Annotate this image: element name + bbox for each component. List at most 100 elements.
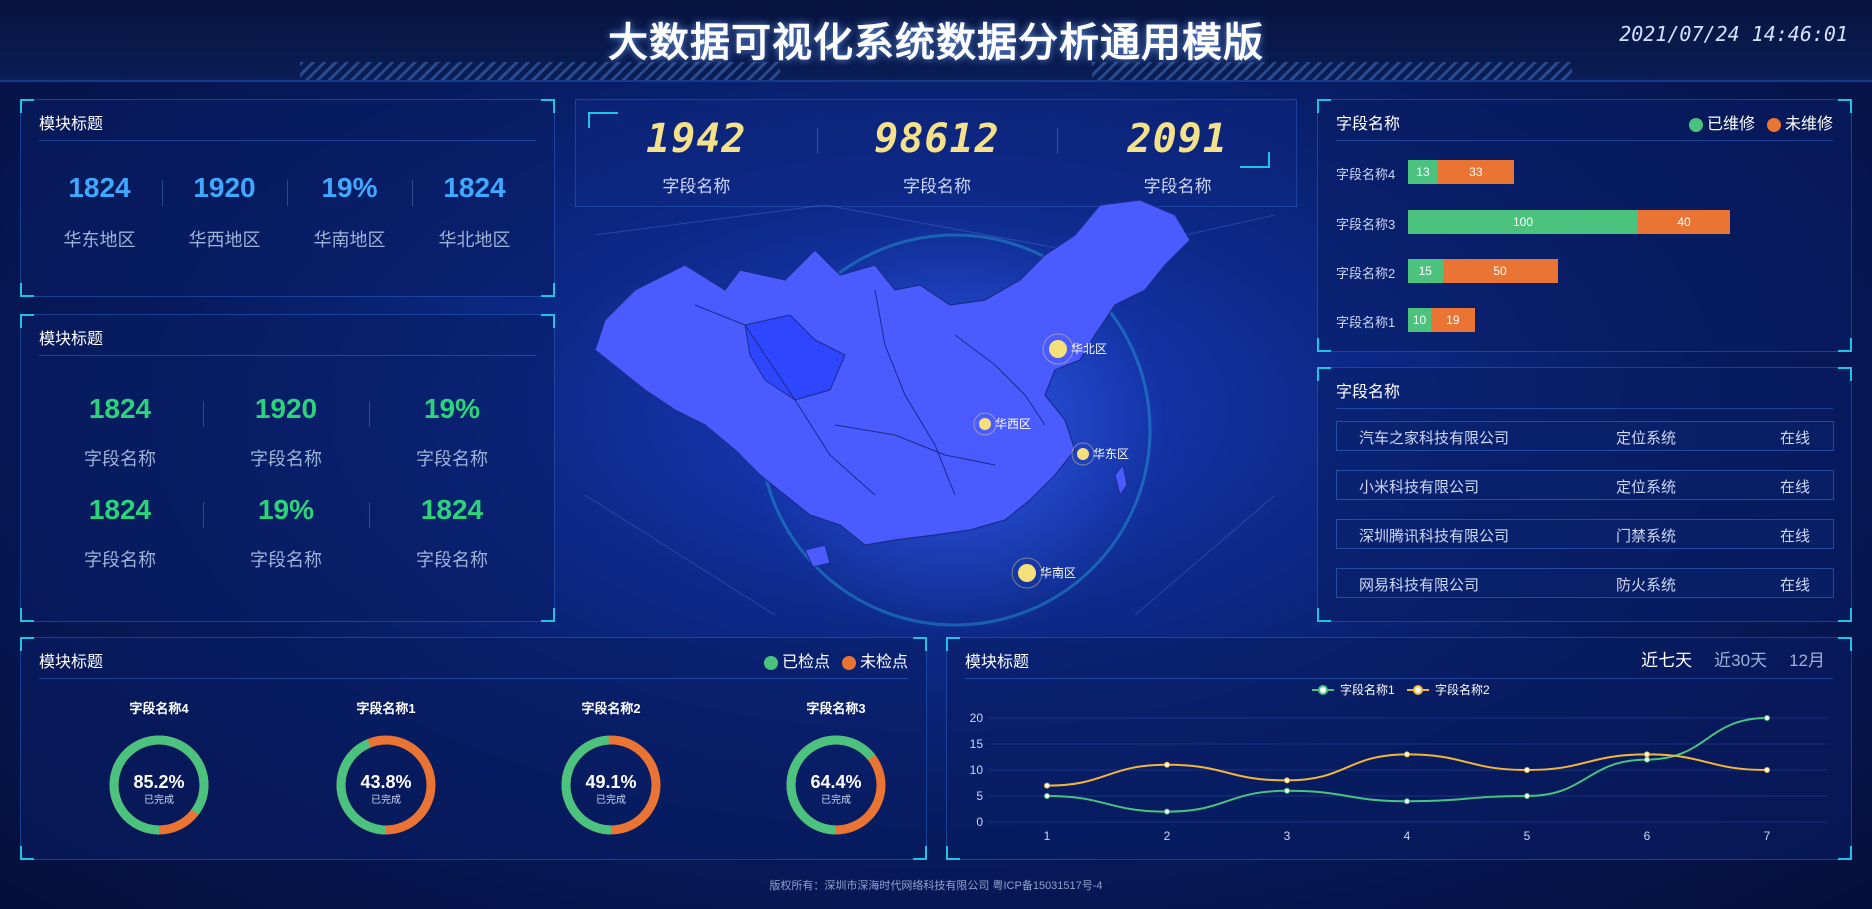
- company-row[interactable]: 小米科技有限公司 定位系统 在线: [1336, 470, 1834, 500]
- repair-legend: 已维修 未维修: [1677, 110, 1833, 134]
- tab-近七天[interactable]: 近七天: [1641, 651, 1693, 670]
- company-row[interactable]: 网易科技有限公司 防火系统 在线: [1336, 568, 1834, 598]
- region-label: 华西地区: [188, 230, 261, 250]
- map-marker[interactable]: [1018, 564, 1036, 582]
- donut-caption: 已完成: [371, 793, 401, 806]
- y-tick-label: 10: [970, 763, 984, 777]
- panel-title: 字段名称: [1336, 116, 1401, 133]
- series-point[interactable]: [1044, 782, 1050, 789]
- bar-segment[interactable]: 33: [1437, 160, 1514, 184]
- donut-chart: 43.8%已完成: [336, 735, 436, 835]
- online-status: 在线: [1780, 577, 1811, 594]
- series-point[interactable]: [1164, 808, 1170, 815]
- header: 大数据可视化系统数据分析通用模版 2021/07/24 14:46:01: [0, 0, 1872, 82]
- map-marker-label: 华南区: [1040, 565, 1076, 580]
- legend-label: 已检点: [781, 654, 830, 671]
- system-name: 定位系统: [1616, 479, 1677, 496]
- divider: [369, 401, 370, 427]
- donut-title: 字段名称1: [356, 701, 416, 716]
- divider: [162, 180, 163, 206]
- system-name: 门禁系统: [1616, 528, 1677, 545]
- series-point[interactable]: [1764, 767, 1770, 773]
- donut-caption: 已完成: [821, 793, 851, 806]
- series-point[interactable]: [1284, 777, 1290, 784]
- donut-caption: 已完成: [144, 793, 174, 806]
- tab-12月[interactable]: 12月: [1789, 651, 1825, 670]
- donut-percent: 85.2%: [133, 772, 184, 792]
- donut-caption: 已完成: [596, 793, 626, 806]
- bar-segment[interactable]: 15: [1408, 259, 1443, 283]
- map-marker-label: 华东区: [1093, 447, 1129, 461]
- field-value: 1824: [88, 494, 152, 525]
- donut-completed: [336, 735, 436, 835]
- y-tick-label: 0: [976, 815, 983, 829]
- donut-chart: 49.1%已完成: [561, 735, 661, 835]
- bar-segment[interactable]: 13: [1408, 160, 1438, 184]
- series-point[interactable]: [1284, 787, 1290, 794]
- region-label: 华南地区: [313, 230, 386, 250]
- x-tick-label: 6: [1644, 829, 1651, 843]
- panel-line: 模块标题 近七天 近30天 12月 0 5 10 15 20 1 2 3 4 5 6 7 字段名称1 字段名称…: [946, 637, 1852, 860]
- field-label: 字段名称: [84, 550, 156, 570]
- panel-regions: 模块标题 1824 华东地区 1920 华西地区 19% 华南地区 1824 华北地区: [20, 99, 555, 297]
- center-stat-label: 字段名称: [662, 177, 731, 196]
- field-label: 字段名称: [84, 449, 156, 469]
- panel-title: 模块标题: [965, 654, 1030, 671]
- series-point[interactable]: [1644, 756, 1650, 763]
- x-tick-label: 2: [1164, 829, 1171, 843]
- donut-percent: 49.1%: [585, 772, 636, 792]
- online-status: 在线: [1780, 528, 1811, 545]
- center-stat-label: 字段名称: [902, 177, 971, 196]
- divider: [816, 128, 818, 154]
- series-point[interactable]: [1044, 793, 1050, 799]
- line-tabs: 近七天 近30天 12月: [1619, 646, 1825, 671]
- donut-title: 字段名称4: [129, 701, 189, 716]
- map-marker[interactable]: [1049, 340, 1067, 358]
- company-row[interactable]: 深圳腾讯科技有限公司 门禁系统 在线: [1336, 519, 1834, 549]
- panel-divider: [1336, 140, 1833, 141]
- map-marker[interactable]: [979, 418, 991, 430]
- donut-percent: 43.8%: [360, 772, 411, 792]
- series-point[interactable]: [1524, 793, 1530, 799]
- field-label: 字段名称: [416, 550, 488, 570]
- field-value: 1824: [88, 393, 152, 424]
- company-name: 小米科技有限公司: [1359, 479, 1480, 496]
- system-name: 防火系统: [1616, 577, 1677, 594]
- divider: [1057, 128, 1059, 154]
- center-stat-label: 字段名称: [1143, 177, 1212, 196]
- donut-completed: [786, 735, 886, 835]
- bar-segment[interactable]: 19: [1431, 308, 1475, 332]
- x-tick-label: 7: [1764, 829, 1771, 843]
- company-row[interactable]: 汽车之家科技有限公司 定位系统 在线: [1336, 421, 1834, 451]
- panel-title: 模块标题: [39, 654, 104, 671]
- bar-segment[interactable]: 10: [1408, 308, 1431, 332]
- series-legend-marker: [1413, 685, 1423, 695]
- donut-chart: 85.2%已完成: [109, 735, 209, 835]
- divider: [287, 180, 288, 206]
- bar-segment[interactable]: 40: [1638, 210, 1730, 234]
- panel-title: 模块标题: [39, 331, 104, 348]
- region-value: 19%: [321, 172, 378, 203]
- legend-label: 已维修: [1706, 116, 1755, 133]
- map-marker-ring: [973, 412, 997, 436]
- series-point[interactable]: [1164, 761, 1170, 768]
- map-marker[interactable]: [1077, 448, 1089, 460]
- map-marker-ring: [1011, 557, 1043, 589]
- series-point[interactable]: [1644, 751, 1650, 758]
- series-point[interactable]: [1404, 751, 1410, 758]
- bar-segment[interactable]: 100: [1408, 210, 1638, 234]
- panel-title: 字段名称: [1336, 384, 1401, 401]
- series-point[interactable]: [1764, 715, 1770, 721]
- series-point[interactable]: [1404, 798, 1410, 805]
- map-island-taiwan: [1114, 463, 1128, 497]
- page-title: 大数据可视化系统数据分析通用模版: [608, 21, 1264, 65]
- field-label: 字段名称: [250, 550, 322, 570]
- map-marker-ring: [1042, 333, 1074, 365]
- series-point[interactable]: [1524, 767, 1530, 773]
- bar-segment[interactable]: 50: [1442, 259, 1558, 283]
- divider: [203, 502, 204, 528]
- tab-近30天[interactable]: 近30天: [1714, 651, 1768, 670]
- region-label: 华东地区: [63, 230, 136, 250]
- legend-item: 未维修: [1766, 116, 1833, 133]
- region-value: 1824: [443, 172, 506, 203]
